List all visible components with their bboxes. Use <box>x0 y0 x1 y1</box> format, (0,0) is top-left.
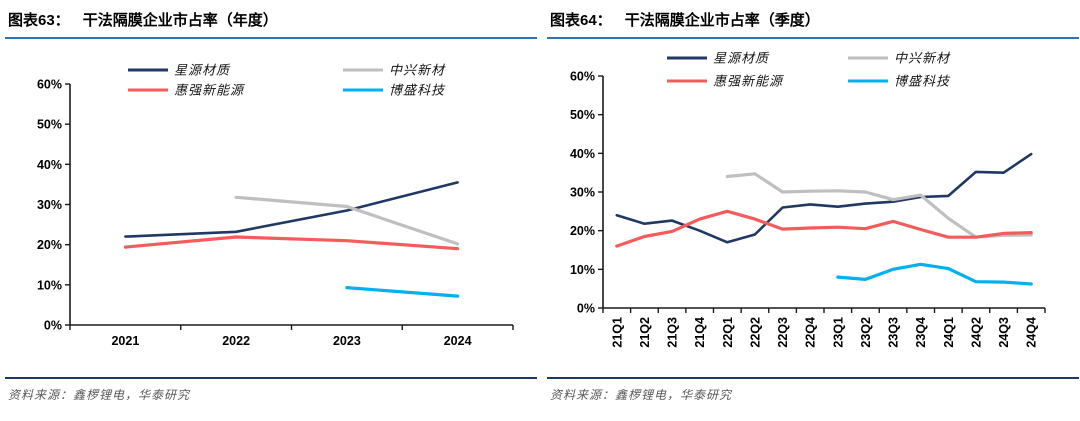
series-line-0 <box>124 181 459 238</box>
x-tick-label: 2024 <box>444 334 472 348</box>
legend-label: 星源材质 <box>713 51 770 66</box>
series-line-3 <box>836 262 1033 286</box>
y-tick-label: 0% <box>577 302 595 316</box>
figure-64-title: 图表64： 干法隔膜企业市占率（季度） <box>547 6 1079 39</box>
x-tick-label: 22Q3 <box>776 317 790 348</box>
x-tick-label: 21Q1 <box>610 317 624 348</box>
y-tick-label: 50% <box>37 118 62 132</box>
x-tick-label: 2023 <box>333 334 361 348</box>
series-line-1 <box>234 195 460 246</box>
source-note: 资料来源：鑫椤锂电，华泰研究 <box>547 377 1079 403</box>
y-tick-label: 30% <box>37 198 62 212</box>
figure-63-title: 图表63： 干法隔膜企业市占率（年度） <box>5 6 537 39</box>
figure-title-text: 干法隔膜企业市占率（季度） <box>624 12 820 29</box>
quarterly-market-share-chart: 0% 10% 20% 30% 40% 50% 60% 21Q1 21Q2 21Q3 21Q4 22Q1… <box>570 51 1046 348</box>
x-tick-label: 23Q3 <box>887 317 901 348</box>
x-tick-label: 22Q1 <box>721 317 735 348</box>
figure-64: 图表64： 干法隔膜企业市占率（季度） 0% 10% 20% 30% 40% 50% 60% 2… <box>547 6 1079 416</box>
series-line-1 <box>725 172 1033 239</box>
series-line-3 <box>345 286 460 298</box>
series-line-2 <box>615 209 1033 248</box>
x-tick-label: 23Q4 <box>914 317 928 348</box>
y-tick-label: 40% <box>570 147 595 161</box>
y-tick-label: 60% <box>570 70 595 84</box>
x-tick-label: 23Q2 <box>859 317 873 348</box>
figure-title-text: 干法隔膜企业市占率（年度） <box>82 12 278 29</box>
y-tick-label: 40% <box>37 158 62 172</box>
x-tick-label: 2021 <box>111 334 139 348</box>
y-tick-label: 0% <box>44 319 62 333</box>
x-tick-label: 21Q4 <box>693 317 707 348</box>
x-tick-label: 22Q2 <box>748 317 762 348</box>
x-tick-label: 24Q2 <box>969 317 983 348</box>
legend-label: 博盛科技 <box>389 83 446 98</box>
x-tick-label: 2022 <box>222 334 250 348</box>
source-note: 资料来源：鑫椤锂电，华泰研究 <box>5 377 537 403</box>
legend-label: 星源材质 <box>174 63 231 78</box>
x-tick-label: 24Q4 <box>1025 317 1039 348</box>
x-tick-label: 21Q3 <box>666 317 680 348</box>
y-tick-label: 60% <box>37 78 62 92</box>
legend-label: 博盛科技 <box>894 74 951 89</box>
x-tick-label: 22Q4 <box>804 317 818 348</box>
y-tick-label: 50% <box>570 108 595 122</box>
series-line-2 <box>123 235 460 251</box>
legend-label: 惠强新能源 <box>174 83 245 98</box>
y-tick-label: 10% <box>37 278 62 292</box>
x-tick-label: 21Q2 <box>638 317 652 348</box>
annual-market-share-chart: 0% 10% 20% 30% 40% 50% 60% 2021 2022 2023 2024 星源材质… <box>37 63 514 348</box>
y-tick-label: 20% <box>570 224 595 238</box>
x-tick-label: 24Q3 <box>997 317 1011 348</box>
legend-label: 中兴新材 <box>389 63 446 78</box>
legend-label: 惠强新能源 <box>713 74 784 89</box>
figure-63: 图表63： 干法隔膜企业市占率（年度） 0% 10% 20% 30% 40% 50% 60% 2… <box>5 6 537 416</box>
x-tick-label: 23Q1 <box>831 317 845 348</box>
x-tick-label: 24Q1 <box>942 317 956 348</box>
y-tick-label: 10% <box>570 263 595 277</box>
figure-number: 图表64： <box>550 12 612 29</box>
y-tick-label: 20% <box>37 238 62 252</box>
y-tick-label: 30% <box>570 186 595 200</box>
legend-label: 中兴新材 <box>894 51 951 66</box>
figure-number: 图表63： <box>8 12 70 29</box>
